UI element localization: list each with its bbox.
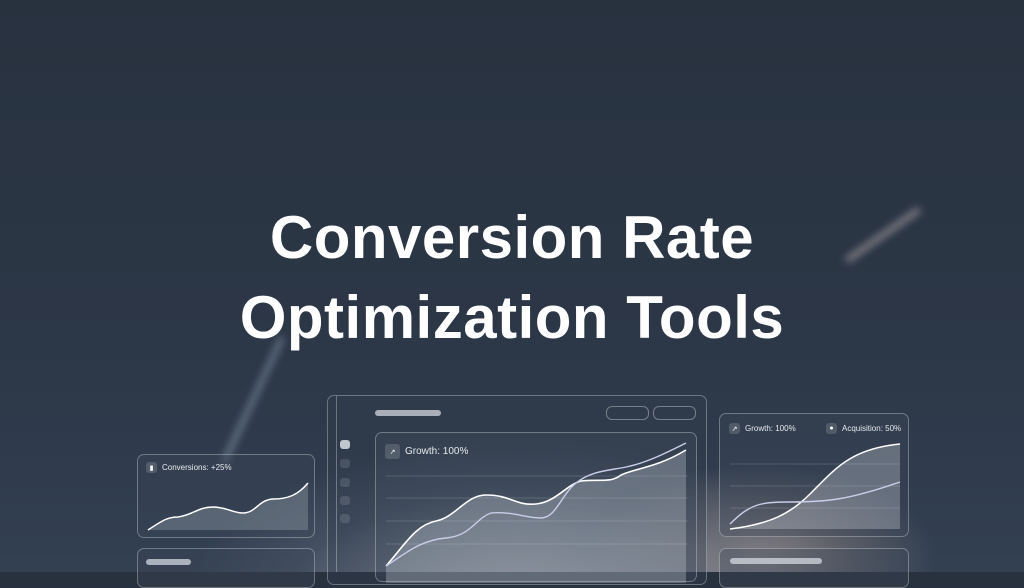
sidebar-item[interactable] — [340, 496, 350, 505]
growth-label: Growth: 100% — [405, 446, 469, 457]
acquisition-chart — [729, 443, 901, 530]
acquisition-card: ↗ Growth: 100% ● Acquisition: 50% — [719, 413, 909, 537]
trending-up-icon: ↗ — [729, 423, 740, 434]
bar-chart-icon: ▮ — [146, 462, 157, 473]
sidebar-item[interactable] — [340, 440, 350, 449]
sidebar-item[interactable] — [340, 514, 350, 523]
conversions-card: ▮ Conversions: +25% — [137, 454, 315, 538]
placeholder-card — [719, 548, 909, 588]
sidebar-divider — [336, 396, 337, 572]
conversions-sparkline — [147, 482, 309, 531]
sidebar-item[interactable] — [340, 478, 350, 487]
growth-label: Growth: 100% — [745, 424, 796, 433]
trending-up-icon: ↗ — [385, 444, 400, 459]
acquisition-label: Acquisition: 50% — [842, 424, 902, 433]
user-icon: ● — [826, 423, 837, 434]
growth-chart — [385, 442, 688, 583]
placeholder-card — [137, 548, 315, 588]
header-button[interactable] — [606, 406, 649, 420]
header-button[interactable] — [653, 406, 696, 420]
sidebar-item[interactable] — [340, 459, 350, 468]
page-title: Conversion Rate Optimization Tools — [239, 204, 785, 351]
growth-chart-card: ↗ Growth: 100% — [375, 432, 697, 583]
conversions-label: Conversions: +25% — [162, 463, 232, 472]
dashboard-window — [327, 395, 707, 585]
header-placeholder — [375, 410, 441, 416]
